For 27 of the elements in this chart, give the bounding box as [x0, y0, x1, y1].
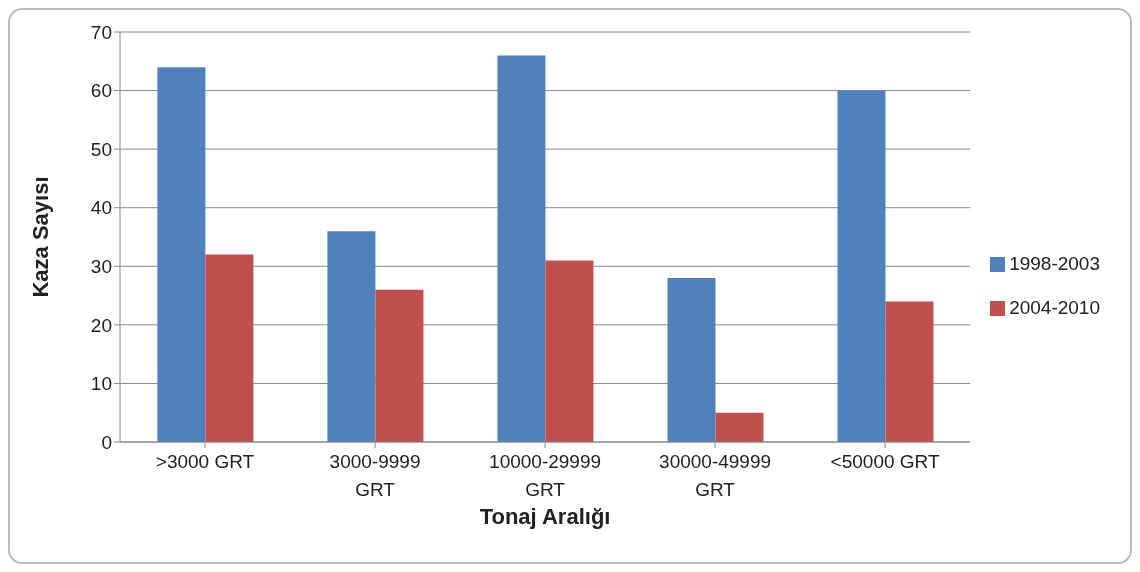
- y-tick-label: 30: [90, 256, 112, 278]
- x-axis-title: Tonaj Aralığı: [479, 504, 611, 529]
- x-tick-label: 30000-49999 GRT: [659, 451, 772, 500]
- x-tick-label: >3000 GRT: [155, 451, 255, 472]
- bar: [375, 289, 424, 442]
- y-axis-title: Kaza Sayısı: [27, 176, 53, 298]
- bar: [157, 67, 206, 442]
- y-tick-label: 40: [90, 197, 112, 219]
- x-tick-label: 3000-9999 GRT: [329, 451, 421, 500]
- bar: [205, 254, 254, 442]
- y-tick-label: 60: [90, 80, 112, 102]
- y-tick-label: 70: [90, 21, 112, 43]
- y-tick-label: 0: [101, 431, 112, 453]
- legend-label: 1998-2003: [1009, 253, 1100, 274]
- y-tick-label: 50: [90, 138, 112, 160]
- bar: [667, 278, 716, 442]
- bar: [497, 55, 546, 442]
- x-tick-label: 10000-29999 GRT: [489, 451, 602, 500]
- bar: [885, 301, 934, 442]
- y-tick-label: 20: [90, 314, 112, 336]
- bar: [327, 231, 376, 442]
- bar: [545, 260, 594, 442]
- y-tick-label: 10: [90, 373, 112, 395]
- legend-label: 2004-2010: [1009, 297, 1100, 318]
- bar: [837, 90, 886, 442]
- bar: [715, 412, 764, 442]
- x-tick-label: <50000 GRT: [830, 451, 940, 472]
